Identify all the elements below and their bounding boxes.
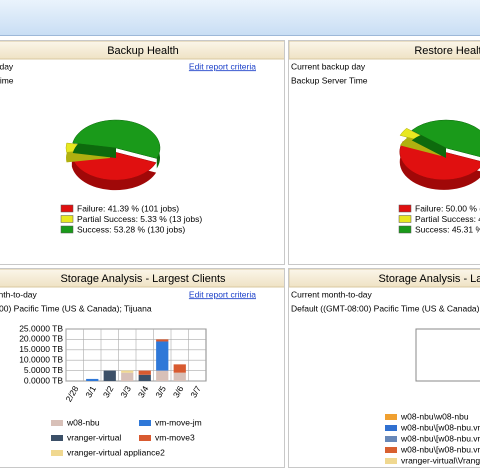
edit-link[interactable]: Edit report criteria [189, 61, 256, 71]
x-tick-label: 3/5 [153, 384, 168, 399]
bar-segment [156, 341, 169, 371]
info-line: Current backup day [0, 61, 14, 71]
legend-label: w08-nbu\[w08-nbu.vmdk][w08-nbu [400, 433, 480, 443]
panel-header [289, 41, 480, 60]
legend-label: w08-nbu\[w08-nbu.vmdk][w08-nbu [400, 444, 480, 454]
pie-slice [399, 141, 480, 181]
x-tick-label: 3/2 [101, 384, 116, 399]
legend-label: vranger-virtual appliance2 [67, 447, 165, 457]
y-tick-label: 0.0000 TB [24, 375, 63, 385]
legend-swatch [51, 435, 63, 441]
bar-segment [156, 370, 169, 381]
legend-swatch [51, 420, 63, 426]
edit-link[interactable]: Edit report criteria [189, 289, 256, 299]
x-tick-label: 2/28 [63, 384, 80, 404]
panel: Restore Health Current backup day Backup S… [288, 40, 480, 265]
x-tick-label: 3/6 [171, 384, 186, 399]
x-tick-label: 3/4 [136, 384, 151, 399]
legend-swatch [60, 215, 74, 223]
legend-swatch [60, 204, 74, 213]
bar-segment [138, 370, 151, 375]
legend-label: Partial Success: 4.69 % (3 jobs) [415, 214, 480, 224]
legend-swatch [139, 420, 151, 426]
legend-swatch [385, 436, 397, 442]
y-tick-label: 10.0000 TB [19, 354, 63, 364]
legend-label: Failure: 41.39 % (101 jobs) [77, 203, 179, 213]
legend-swatch [51, 450, 63, 456]
legend-label: vm-move-jm [155, 417, 202, 427]
legend-label: w08-nbu\w08-nbu [400, 411, 469, 421]
x-tick-label: 3/7 [188, 384, 203, 399]
legend-label: w08-nbu [66, 417, 100, 427]
bar-segment [121, 370, 134, 373]
legend-label: Success: 45.31 % (29 jobs) [415, 224, 480, 234]
y-tick-label: 5.0000 TB [24, 365, 63, 375]
y-tick-label: 15.0000 TB [19, 344, 63, 354]
bar-segment [121, 372, 134, 381]
info-line: Current month-to-day [291, 289, 373, 299]
x-tick-label: 3/1 [83, 384, 98, 399]
plot-area [415, 328, 480, 382]
x-tick-label: 3/3 [118, 384, 133, 399]
legend-swatch [385, 414, 397, 420]
legend-swatch [398, 225, 412, 234]
banner [0, 0, 480, 36]
legend-label: Partial Success: 5.33 % (13 jobs) [77, 214, 202, 224]
bar-segment [156, 339, 169, 342]
panel-body: Storage Analysis - Largest Clients Curren… [289, 269, 480, 465]
info-line: Backup Server Time [0, 75, 14, 85]
info-line: Backup Server Time [291, 75, 368, 85]
info-line: Default ((GMT-08:00) Pacific Time (US & … [0, 303, 152, 313]
pie-slice [72, 119, 161, 159]
panel-title: Restore Health [414, 45, 480, 57]
panel-title: Storage Analysis - Largest Clients [60, 273, 226, 285]
legend-swatch [398, 204, 412, 213]
bar-segment [86, 378, 99, 381]
legend-label: vranger-virtual [67, 432, 121, 442]
panel-body: Storage Analysis - Largest Clients Edit r… [0, 269, 284, 457]
bar-segment [138, 374, 151, 381]
legend-swatch [385, 447, 397, 453]
legend-label: w08-nbu\[w08-nbu.vmdk][w08-nbu [400, 422, 480, 432]
legend-swatch [139, 435, 151, 441]
panel-title: Storage Analysis - Largest Clients [378, 273, 480, 285]
legend-swatch [385, 425, 397, 431]
panel-body: Backup Health Edit report criteria Current… [0, 41, 284, 234]
panel-header [0, 269, 284, 288]
legend-swatch [385, 458, 397, 464]
panel: Backup Health Edit report criteria Current… [0, 40, 285, 265]
panel: Storage Analysis - Largest Clients Curren… [288, 268, 480, 468]
pie-slice [411, 119, 480, 157]
bar-segment [103, 370, 116, 381]
panel-header [0, 41, 284, 60]
panel-body: Restore Health Current backup day Backup S… [289, 41, 480, 234]
legend-label: vranger-virtual\Vranger-Virtual [401, 455, 480, 465]
legend-label: Failure: 50.00 % (32 jobs) [415, 203, 480, 213]
bar-segment [173, 372, 186, 381]
y-tick-label: 25.0000 TB [19, 323, 63, 333]
info-line: Default ((GMT-08:00) Pacific Time (US & … [291, 303, 480, 313]
bar-segment [173, 364, 186, 373]
legend-swatch [60, 225, 74, 234]
panel-title: Backup Health [107, 45, 179, 57]
info-line: Current month-to-day [0, 289, 38, 299]
panel: Storage Analysis - Largest Clients Edit r… [0, 268, 285, 468]
y-tick-label: 20.0000 TB [19, 334, 63, 344]
legend-label: Success: 53.28 % (130 jobs) [77, 224, 185, 234]
info-line: Current backup day [291, 61, 366, 71]
legend-label: vm-move3 [155, 432, 195, 442]
legend-swatch [398, 215, 412, 223]
panel-header [289, 269, 480, 288]
